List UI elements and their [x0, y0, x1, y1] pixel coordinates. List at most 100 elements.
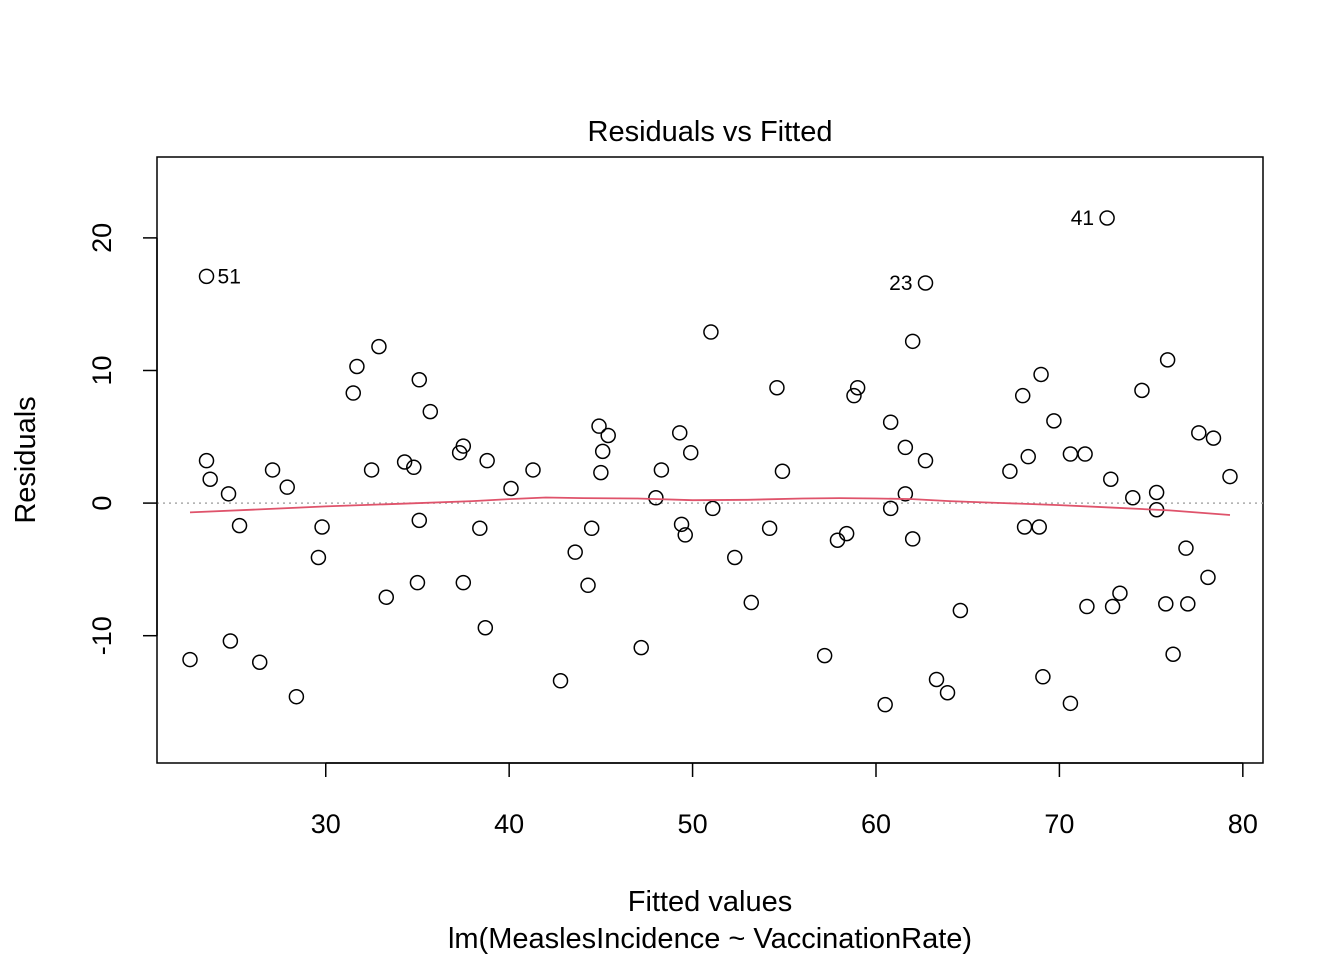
residual-point [917, 275, 934, 291]
residual-point [222, 633, 239, 649]
residual-point [648, 490, 664, 506]
residual-point [897, 486, 914, 502]
residual-point [411, 512, 428, 529]
residual-point [1222, 468, 1238, 485]
residual-point [1077, 446, 1093, 462]
x-tick-label: 30 [311, 809, 341, 839]
x-tick-label: 50 [678, 809, 708, 839]
x-tick-label: 40 [494, 809, 524, 839]
residual-point [1200, 569, 1216, 586]
plot-frame [156, 156, 1264, 764]
residual-point [703, 324, 719, 340]
residual-point [1031, 519, 1047, 535]
outlier-label: 51 [218, 265, 241, 288]
residual-point [673, 516, 690, 533]
y-tick-label: 0 [87, 496, 117, 511]
residual-point [1180, 596, 1196, 612]
residual-point [1014, 387, 1031, 404]
residual-point [198, 268, 215, 285]
residual-point [1103, 471, 1119, 487]
residual-point [472, 520, 488, 537]
residual-point [378, 589, 395, 605]
residual-point [761, 520, 778, 537]
residual-point [580, 577, 596, 594]
residual-point [251, 654, 268, 670]
residual-point [1159, 352, 1176, 368]
residual-point [288, 688, 305, 705]
residual-point [1002, 463, 1018, 480]
model-formula-subtitle: lm(MeaslesIncidence ~ VaccinationRate) [448, 923, 972, 955]
residual-point [182, 651, 198, 668]
residual-point [455, 574, 472, 591]
residual-point [503, 480, 519, 497]
residual-point [455, 438, 472, 454]
y-tick-label: 10 [87, 355, 117, 385]
residual-points [182, 210, 1238, 713]
residual-point [917, 452, 934, 469]
y-tick-label: -10 [87, 616, 117, 655]
residual-point [677, 527, 693, 543]
y-tick-label: 20 [87, 223, 117, 253]
residual-point [897, 439, 914, 456]
residual-point [769, 379, 785, 396]
residual-point [345, 385, 362, 401]
residual-point [198, 452, 215, 469]
residual-point [371, 338, 387, 355]
smooth-line-group [189, 496, 1231, 516]
residual-point [1112, 585, 1128, 602]
residual-point [363, 462, 380, 478]
residual-point [396, 454, 413, 470]
residual-point [846, 387, 862, 404]
residual-point [743, 594, 760, 611]
residual-point [479, 452, 495, 469]
residual-point [816, 647, 833, 664]
residual-point [591, 418, 607, 434]
residual-point [1191, 425, 1207, 441]
residual-point [1079, 598, 1095, 615]
residual-point [422, 403, 439, 420]
x-axis: 30 40 50 60 70 80 [311, 762, 1258, 839]
residual-point [231, 517, 248, 534]
outlier-labels: 51 23 41 [218, 207, 1095, 295]
residual-point [1020, 448, 1036, 465]
residual-point [552, 673, 569, 689]
residual-point [310, 549, 327, 566]
residual-point [1178, 540, 1194, 556]
residual-point [411, 372, 428, 388]
residual-point [525, 462, 541, 478]
residual-point [1158, 596, 1174, 612]
residual-point [1104, 598, 1121, 615]
residual-point [1062, 695, 1079, 712]
residual-point [653, 462, 670, 478]
residual-point [349, 358, 365, 375]
residual-point [882, 414, 899, 430]
residual-point [1205, 430, 1222, 446]
residual-point [939, 684, 956, 701]
residual-point [849, 379, 866, 396]
residual-point [1125, 490, 1141, 506]
y-axis: -10 0 10 20 [87, 223, 158, 655]
residual-point [1016, 519, 1033, 535]
residual-point [1134, 382, 1150, 399]
residual-point [705, 500, 721, 517]
chart-title: Residuals vs Fitted [588, 116, 833, 148]
residual-point [264, 462, 281, 478]
residual-point [671, 425, 688, 441]
residual-point [406, 459, 422, 476]
outlier-label: 41 [1071, 207, 1094, 230]
x-tick-label: 70 [1044, 809, 1074, 839]
x-axis-label: Fitted values [628, 886, 792, 918]
residual-point [1035, 669, 1051, 685]
residual-point [882, 500, 899, 517]
residual-point [952, 602, 969, 619]
residual-point [409, 574, 426, 591]
residual-point [1165, 646, 1181, 663]
residual-point [594, 443, 611, 460]
residual-point [593, 464, 609, 481]
y-axis-label: Residuals [10, 396, 42, 523]
residual-point [600, 427, 616, 444]
outlier-label: 23 [889, 272, 912, 295]
x-tick-label: 80 [1228, 809, 1258, 839]
residual-point [904, 531, 921, 547]
